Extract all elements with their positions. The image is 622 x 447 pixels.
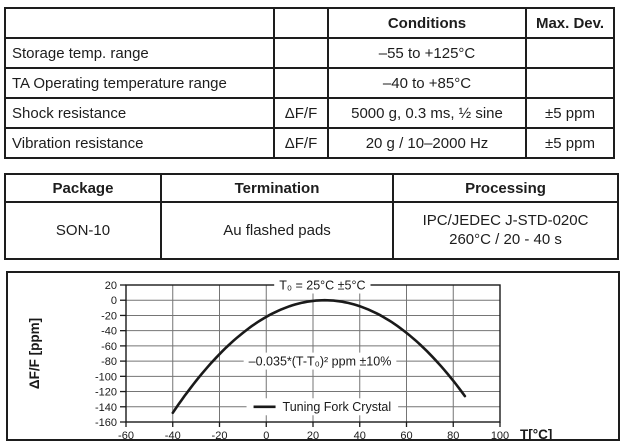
y-tick-label: -140 bbox=[95, 402, 117, 414]
y-tick-label: -100 bbox=[95, 371, 117, 383]
legend-backing bbox=[246, 398, 399, 416]
spec-header-row: Conditions Max. Dev. bbox=[4, 7, 615, 39]
spec-conditions: 5000 g, 0.3 ms, ½ sine bbox=[327, 97, 527, 129]
y-axis-title: ΔF/F [ppm] bbox=[27, 318, 42, 389]
x-tick-label: 0 bbox=[263, 430, 269, 439]
spec-table: Conditions Max. Dev. Storage temp. range… bbox=[4, 7, 615, 159]
spec-symbol bbox=[273, 67, 329, 99]
table-row: Vibration resistance ΔF/F 20 g / 10–2000… bbox=[4, 127, 615, 159]
annotation-backing bbox=[243, 352, 397, 370]
x-tick-label: 60 bbox=[400, 430, 412, 439]
spec-conditions: –55 to +125°C bbox=[327, 37, 527, 69]
annotation-backing bbox=[274, 276, 371, 294]
y-tick-label: 0 bbox=[111, 295, 117, 307]
frequency-temperature-chart: -60 -40 -20 0 20 40 60 80 100 20 0 -20 -40 -60 -80 -100… bbox=[6, 271, 620, 441]
termination-header: Termination bbox=[160, 173, 394, 203]
spec-symbol: ΔF/F bbox=[273, 97, 329, 129]
spec-max-dev bbox=[525, 67, 615, 99]
y-tick-label: -80 bbox=[101, 356, 117, 368]
spec-param: TA Operating temperature range bbox=[4, 67, 275, 99]
package-header-row: Package Termination Processing bbox=[4, 173, 619, 203]
spec-header-max-dev: Max. Dev. bbox=[525, 7, 615, 39]
spec-param: Vibration resistance bbox=[4, 127, 275, 159]
spec-max-dev: ±5 ppm bbox=[525, 127, 615, 159]
package-table: Package Termination Processing SON-10 Au… bbox=[4, 173, 619, 260]
processing-header: Processing bbox=[392, 173, 619, 203]
processing-line1: IPC/JEDEC J-STD-020C bbox=[422, 211, 589, 229]
y-tick-label: -40 bbox=[101, 326, 117, 338]
table-row: TA Operating temperature range –40 to +8… bbox=[4, 67, 615, 99]
y-tick-label: -20 bbox=[101, 310, 117, 322]
chart-annotation-1: –0.035*(T-T₀)² ppm ±10% bbox=[249, 354, 392, 368]
termination-value: Au flashed pads bbox=[160, 201, 394, 260]
chart-svg: -60 -40 -20 0 20 40 60 80 100 20 0 -20 -40 -60 -80 -100… bbox=[27, 276, 552, 439]
y-tick-label: -120 bbox=[95, 387, 117, 399]
y-tick-label: -60 bbox=[101, 341, 117, 353]
x-tick-label: 100 bbox=[491, 430, 509, 439]
processing-line2: 260°C / 20 - 40 s bbox=[449, 230, 562, 248]
spec-param: Shock resistance bbox=[4, 97, 275, 129]
spec-header-conditions: Conditions bbox=[327, 7, 527, 39]
processing-value: IPC/JEDEC J-STD-020C 260°C / 20 - 40 s bbox=[392, 201, 619, 260]
spec-symbol: ΔF/F bbox=[273, 127, 329, 159]
x-tick-label: 40 bbox=[354, 430, 366, 439]
y-tick-label: -160 bbox=[95, 417, 117, 429]
table-row: Shock resistance ΔF/F 5000 g, 0.3 ms, ½ … bbox=[4, 97, 615, 129]
legend-label: Tuning Fork Crystal bbox=[283, 400, 392, 414]
spec-max-dev bbox=[525, 37, 615, 69]
spec-max-dev: ±5 ppm bbox=[525, 97, 615, 129]
spec-conditions: 20 g / 10–2000 Hz bbox=[327, 127, 527, 159]
x-tick-label: -60 bbox=[118, 430, 134, 439]
y-tick-label: 20 bbox=[105, 280, 117, 292]
spec-header-param bbox=[4, 7, 275, 39]
x-axis-title: T[°C] bbox=[520, 427, 552, 439]
spec-conditions: –40 to +85°C bbox=[327, 67, 527, 99]
x-tick-label: 80 bbox=[447, 430, 459, 439]
package-value: SON-10 bbox=[4, 201, 162, 260]
chart-annotation-0: T₀ = 25°C ±5°C bbox=[279, 278, 365, 292]
package-header: Package bbox=[4, 173, 162, 203]
x-tick-label: 20 bbox=[307, 430, 319, 439]
spec-symbol bbox=[273, 37, 329, 69]
curve-tuning-fork-crystal bbox=[171, 298, 467, 415]
spec-param: Storage temp. range bbox=[4, 37, 275, 69]
table-row: SON-10 Au flashed pads IPC/JEDEC J-STD-0… bbox=[4, 201, 619, 260]
spec-header-symbol bbox=[273, 7, 329, 39]
x-tick-label: -20 bbox=[212, 430, 228, 439]
x-tick-label: -40 bbox=[165, 430, 181, 439]
table-row: Storage temp. range –55 to +125°C bbox=[4, 37, 615, 69]
